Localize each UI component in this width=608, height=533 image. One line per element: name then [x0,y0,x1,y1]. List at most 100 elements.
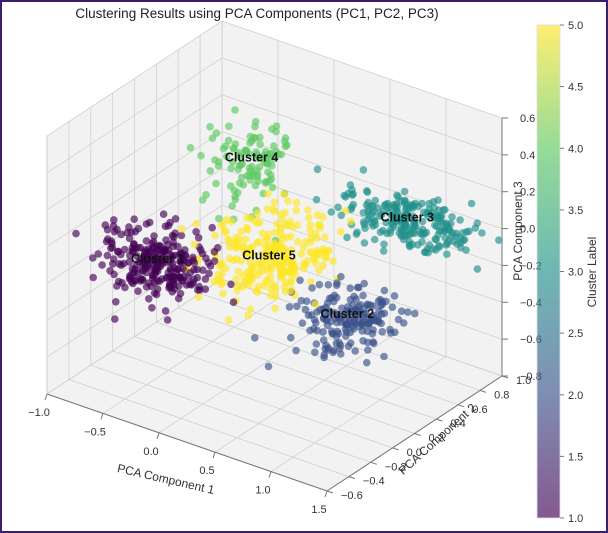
data-point [337,272,345,281]
data-point [404,308,412,316]
data-point [252,286,260,295]
y-tick-mark [348,476,356,480]
data-point [131,245,139,253]
data-point [359,337,367,345]
data-point [359,166,368,174]
data-point [306,238,315,246]
data-point [272,127,280,136]
data-point [321,254,330,262]
data-point [311,229,320,237]
data-point [418,217,427,226]
data-point [380,352,388,361]
data-point [208,223,216,232]
data-point [352,295,360,303]
data-point [201,275,210,283]
data-point [393,191,401,200]
data-point [288,256,297,264]
data-point [217,221,226,230]
data-point [206,123,214,131]
z-tick-label: 0.0 [520,224,535,236]
data-point [334,203,342,212]
data-point [204,259,213,267]
grid-z-left [46,131,223,247]
data-point [239,272,248,281]
x-axis-line [46,393,328,492]
grid-y-floor [90,364,371,463]
data-point [72,229,80,238]
data-point [360,279,369,288]
data-point [369,338,377,346]
data-point [266,272,275,281]
data-point [159,247,168,256]
data-point [296,276,304,285]
data-point [351,313,360,321]
data-point [251,117,260,126]
data-point [150,232,158,240]
data-point [192,228,200,236]
colorbar-tick-label: 3.5 [568,205,583,217]
data-point [262,177,270,186]
data-point [456,216,464,224]
grid-z-back [221,204,503,303]
data-point [308,284,316,292]
data-point [287,333,295,342]
y-tick-mark [370,461,377,465]
data-point [299,243,308,251]
data-point [429,245,437,253]
z-tick-label: −0.4 [520,297,542,309]
data-point [395,229,404,237]
data-point [405,241,414,250]
data-point [101,221,110,229]
x-tick-mark [44,393,48,401]
data-point [241,235,250,244]
data-points [72,106,503,371]
data-point [383,229,391,238]
data-point [297,249,306,258]
data-point [118,279,126,287]
data-point [133,269,142,278]
data-point [259,267,267,275]
data-point [271,228,279,237]
data-point [246,272,255,280]
data-point [225,122,233,131]
data-point [162,258,170,267]
data-point [149,274,157,283]
y-tick-mark [414,433,421,436]
data-point [231,106,239,114]
z-tick-label: −0.2 [520,260,542,272]
data-point [326,308,334,317]
grid-z-left [46,57,223,174]
data-point [418,225,427,234]
data-point [359,291,367,300]
colorbar-gradient [536,24,561,519]
data-point [379,247,388,255]
y-tick-mark [479,389,487,393]
data-point [98,261,106,269]
data-point [467,199,476,208]
data-point [365,212,373,220]
y-tick-label: −0.6 [341,490,363,502]
data-point [303,257,311,265]
data-point [315,251,323,259]
data-point [400,218,408,226]
data-point [222,227,230,235]
data-point [388,303,397,312]
data-point [260,151,269,159]
data-point [194,234,203,242]
data-point [205,269,213,278]
data-point [346,217,355,226]
data-point [254,271,262,280]
data-point [175,250,184,258]
data-point [187,281,196,289]
data-point [312,340,321,348]
data-point [261,242,269,250]
grid-y-floor [178,307,459,406]
data-point [277,271,286,279]
data-point [264,168,272,176]
data-point [152,290,161,299]
x-tick-label: −0.5 [84,426,106,438]
x-tick-mark [324,490,328,498]
data-point [294,238,302,246]
data-point [277,150,286,159]
data-point [239,181,248,189]
